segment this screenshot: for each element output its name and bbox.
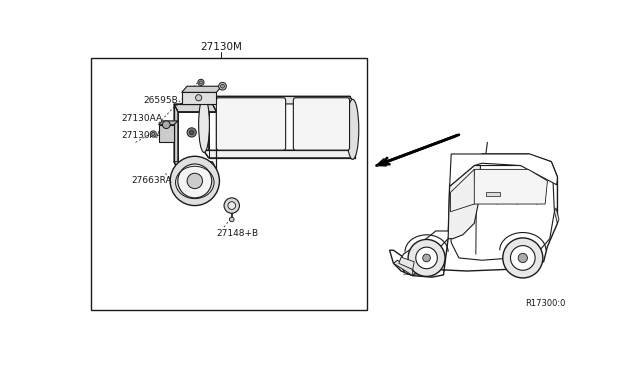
Circle shape [422, 254, 431, 262]
Circle shape [163, 121, 170, 129]
Circle shape [219, 82, 227, 90]
Ellipse shape [198, 97, 209, 153]
Polygon shape [174, 104, 178, 169]
Polygon shape [204, 96, 355, 104]
Polygon shape [399, 231, 450, 276]
Circle shape [152, 132, 155, 135]
Circle shape [224, 198, 239, 213]
FancyBboxPatch shape [216, 98, 285, 150]
Circle shape [416, 247, 437, 269]
Text: 27148+B: 27148+B [216, 230, 259, 238]
Polygon shape [554, 208, 559, 223]
Circle shape [198, 79, 204, 86]
FancyBboxPatch shape [293, 98, 349, 150]
Circle shape [518, 253, 527, 263]
Polygon shape [450, 154, 557, 186]
Polygon shape [450, 166, 554, 260]
Text: 27663RA: 27663RA [132, 176, 172, 185]
Ellipse shape [346, 99, 359, 159]
Circle shape [408, 240, 445, 276]
Circle shape [200, 81, 202, 84]
Polygon shape [159, 121, 178, 125]
Polygon shape [174, 104, 216, 112]
Text: 27130M: 27130M [200, 42, 242, 52]
Polygon shape [182, 92, 216, 104]
Polygon shape [159, 125, 174, 142]
Polygon shape [204, 150, 355, 158]
Polygon shape [390, 154, 557, 277]
Circle shape [196, 95, 202, 101]
Polygon shape [399, 257, 414, 269]
Polygon shape [448, 166, 481, 239]
Bar [486, 192, 500, 196]
Circle shape [178, 164, 212, 198]
Polygon shape [174, 162, 216, 169]
Polygon shape [204, 96, 209, 158]
Text: R17300:0: R17300:0 [525, 299, 565, 308]
Circle shape [228, 202, 236, 209]
Polygon shape [451, 169, 474, 212]
Circle shape [230, 217, 234, 222]
FancyArrow shape [376, 135, 459, 166]
Bar [91, 58, 367, 310]
Circle shape [187, 173, 202, 189]
Polygon shape [182, 86, 221, 92]
Circle shape [150, 131, 156, 137]
Text: 27130AA: 27130AA [122, 131, 163, 140]
Circle shape [221, 84, 225, 88]
Polygon shape [394, 260, 413, 276]
Circle shape [189, 130, 194, 135]
Circle shape [503, 238, 543, 278]
Circle shape [511, 246, 535, 270]
Text: 27130AA: 27130AA [122, 114, 163, 123]
Circle shape [187, 128, 196, 137]
Text: 26595B: 26595B [143, 96, 178, 106]
Polygon shape [473, 169, 547, 204]
Circle shape [170, 156, 220, 206]
